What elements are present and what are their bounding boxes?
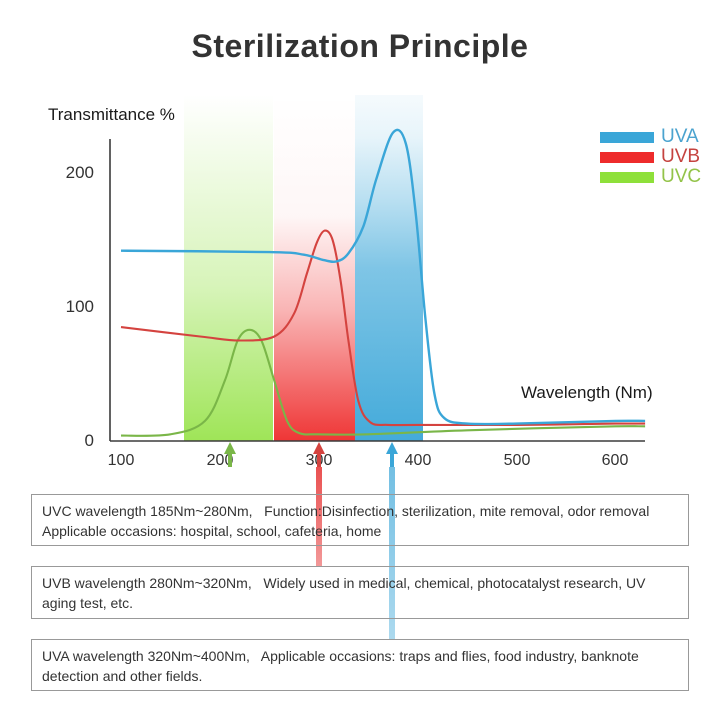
svg-text:500: 500 (504, 452, 531, 469)
svg-text:0: 0 (85, 431, 94, 450)
svg-text:100: 100 (108, 452, 135, 469)
svg-text:UVB: UVB (661, 146, 700, 167)
svg-text:Wavelength (Nm): Wavelength (Nm) (521, 383, 653, 402)
svg-text:200: 200 (66, 163, 94, 182)
svg-text:UVA: UVA (661, 126, 699, 147)
svg-text:400: 400 (405, 452, 432, 469)
svg-text:600: 600 (602, 452, 629, 469)
svg-text:100: 100 (66, 297, 94, 316)
svg-text:Transmittance %: Transmittance % (48, 105, 175, 124)
svg-text:UVC: UVC (661, 166, 701, 187)
